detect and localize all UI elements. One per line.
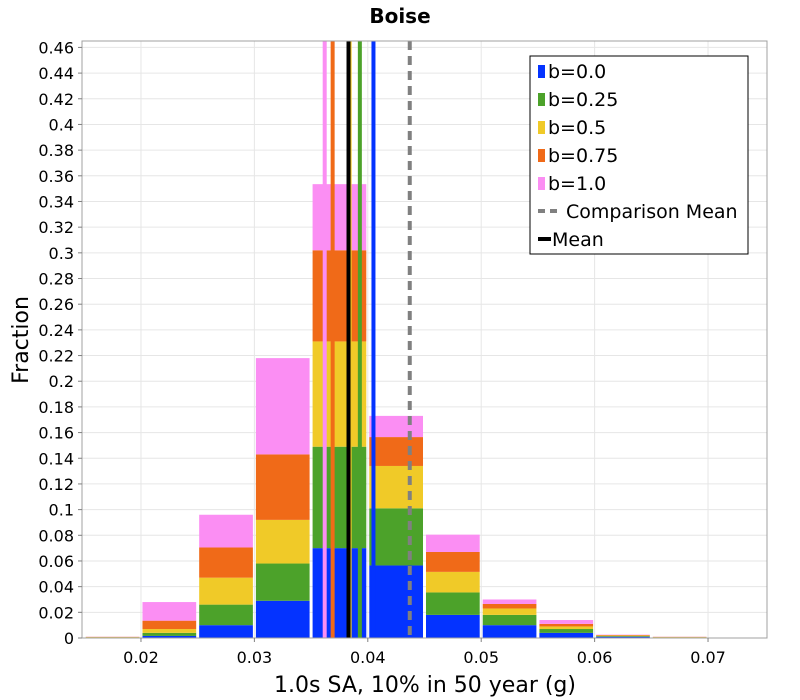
bar-segment <box>426 571 480 593</box>
y-tick-label: 0.24 <box>38 321 74 340</box>
bar-segment <box>482 614 537 626</box>
legend-swatch <box>538 177 545 190</box>
y-tick-label: 0.06 <box>38 552 74 571</box>
y-tick-label: 0.08 <box>38 526 74 545</box>
plot-frame <box>81 40 768 639</box>
legend-label: b=0.75 <box>548 145 618 167</box>
bar-segment <box>482 599 537 604</box>
bar-segment <box>312 341 367 447</box>
legend-label: b=0.25 <box>548 89 618 111</box>
x-axis-label: 1.0s SA, 10% in 50 year (g) <box>274 673 576 698</box>
bar-segment <box>369 437 423 466</box>
bar-segment <box>255 358 310 455</box>
bar-segment <box>255 600 310 638</box>
legend-label: Mean <box>552 229 604 251</box>
legend-label: b=0.5 <box>548 117 606 139</box>
bar-segment <box>199 547 253 578</box>
y-tick-label: 0.16 <box>38 424 74 443</box>
y-tick-label: 0.42 <box>38 90 74 109</box>
bar-segment <box>255 563 310 601</box>
bar-segment <box>482 603 537 609</box>
bar-segment <box>596 636 650 638</box>
bar-segment <box>142 602 197 621</box>
bar-segment <box>312 250 367 342</box>
axes-layer: 0 0.02 0.04 0.06 0.08 0.1 0.12 0.14 0.16 0.18 0.2 0… <box>38 38 725 667</box>
bar-segment <box>199 577 253 605</box>
y-tick-label: 0.28 <box>38 270 74 289</box>
y-tick-label: 0.22 <box>38 347 74 366</box>
mean-lines-layer <box>322 41 412 638</box>
x-tick-label: 0.07 <box>690 648 726 667</box>
legend-swatch <box>538 93 545 106</box>
y-tick-label: 0.12 <box>38 475 74 494</box>
legend-label: Comparison Mean <box>566 201 738 223</box>
legend-swatch <box>538 65 545 78</box>
bar-segment <box>312 446 367 549</box>
y-tick-label: 0.14 <box>38 449 74 468</box>
bar-segment <box>596 636 650 637</box>
y-tick-label: 0.46 <box>38 38 74 57</box>
bar-segment <box>426 592 480 615</box>
bar-segment <box>539 620 594 624</box>
y-tick-label: 0.04 <box>38 578 74 597</box>
bar-segment <box>199 625 253 638</box>
x-tick-label: 0.05 <box>463 648 499 667</box>
bars-layer <box>85 184 707 638</box>
bar-segment <box>482 625 537 638</box>
bar-segment <box>426 614 480 638</box>
legend-box <box>529 55 749 255</box>
bar-segment <box>312 548 367 638</box>
y-tick-label: 0.44 <box>38 64 74 83</box>
bar-segment <box>596 635 650 636</box>
x-tick-label: 0.02 <box>123 648 159 667</box>
bar-segment <box>369 565 423 638</box>
y-tick-label: 0.18 <box>38 398 74 417</box>
bar-segment <box>426 551 480 572</box>
y-axis-label: Fraction <box>9 296 34 384</box>
y-tick-label: 0.3 <box>49 244 74 263</box>
y-tick-label: 0.36 <box>38 167 74 186</box>
bar-segment <box>482 608 537 615</box>
bar-segment <box>596 635 650 637</box>
y-tick-label: 0.1 <box>49 501 74 520</box>
bar-segment <box>369 415 423 438</box>
bar-segment <box>312 184 367 251</box>
y-tick-label: 0 <box>64 629 74 648</box>
legend: b=0.0 b=0.25 b=0.5 b=0.75 b=1.0 Comparison Me… <box>529 55 749 255</box>
y-tick-label: 0.32 <box>38 218 74 237</box>
bar-segment <box>142 635 197 638</box>
bar-segment <box>369 465 423 509</box>
y-tick-label: 0.2 <box>49 372 74 391</box>
bar-segment <box>255 454 310 520</box>
y-tick-label: 0.02 <box>38 603 74 622</box>
chart-title: Boise <box>369 4 430 28</box>
bar-segment <box>142 620 197 630</box>
legend-label: b=1.0 <box>548 173 606 195</box>
bar-segment <box>539 623 594 627</box>
bar-segment <box>199 604 253 626</box>
bar-segment <box>539 629 594 633</box>
bar-segment <box>426 534 480 552</box>
bar-segment <box>199 514 253 548</box>
legend-swatch <box>538 149 545 162</box>
y-tick-label: 0.4 <box>49 115 74 134</box>
x-tick-label: 0.04 <box>350 648 386 667</box>
y-tick-label: 0.26 <box>38 295 74 314</box>
bar-segment <box>142 632 197 636</box>
y-tick-label: 0.38 <box>38 141 74 160</box>
bar-segment <box>142 629 197 633</box>
legend-swatch <box>538 121 545 134</box>
bar-segment <box>255 519 310 564</box>
legend-label: b=0.0 <box>548 61 606 83</box>
bar-segment <box>369 508 423 566</box>
x-tick-label: 0.03 <box>237 648 273 667</box>
x-tick-label: 0.06 <box>577 648 613 667</box>
bar-segment <box>539 632 594 638</box>
bar-segment <box>539 626 594 630</box>
y-tick-label: 0.34 <box>38 192 74 211</box>
